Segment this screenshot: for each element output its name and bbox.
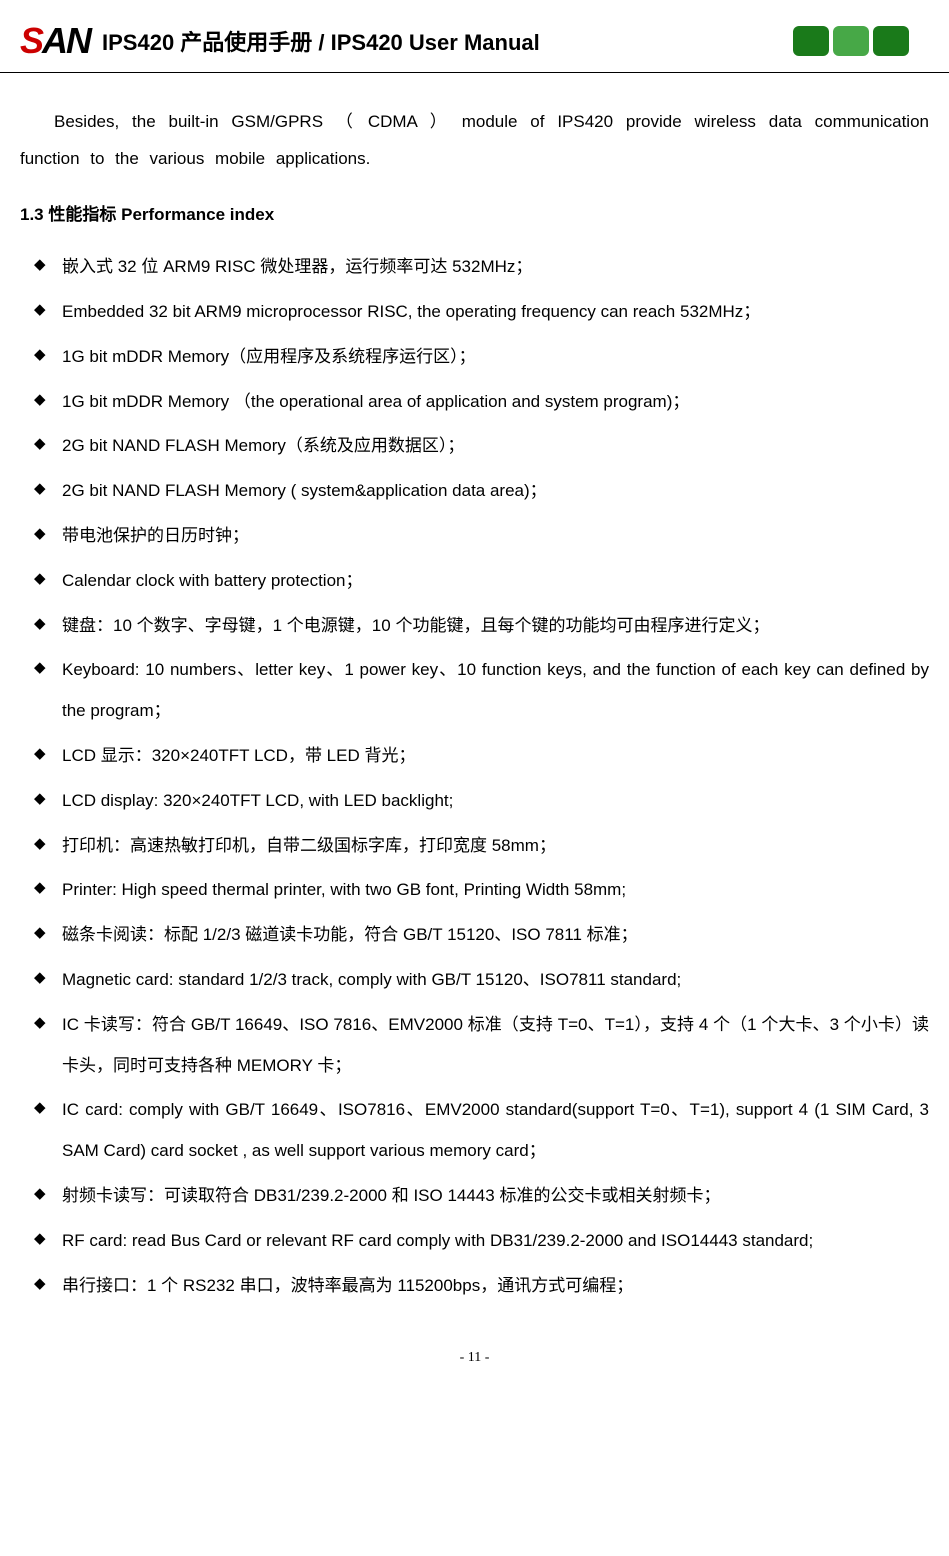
section-title-cn: 性能指标 [48,205,116,224]
list-item: 2G bit NAND FLASH Memory ( system&applic… [34,471,929,512]
list-item: Keyboard: 10 numbers、letter key、1 power … [34,650,929,732]
list-item: Printer: High speed thermal printer, wit… [34,870,929,911]
list-item: Embedded 32 bit ARM9 microprocessor RISC… [34,292,929,333]
list-item: RF card: read Bus Card or relevant RF ca… [34,1221,929,1262]
document-title: IPS420 产品使用手册 / IPS420 User Manual [102,25,540,57]
list-item: LCD 显示：320×240TFT LCD，带 LED 背光； [34,736,929,777]
list-item: Magnetic card: standard 1/2/3 track, com… [34,960,929,1001]
list-item: 1G bit mDDR Memory （the operational area… [34,382,929,423]
color-box-2 [833,26,869,56]
page-header: SAN IPS420 产品使用手册 / IPS420 User Manual [0,0,949,73]
color-box-1 [793,26,829,56]
list-item: 2G bit NAND FLASH Memory（系统及应用数据区）； [34,426,929,467]
section-heading: 1.3 性能指标 Performance index [20,196,929,233]
logo-text: SAN [20,20,90,62]
list-item: LCD display: 320×240TFT LCD, with LED ba… [34,781,929,822]
list-item: 串行接口：1 个 RS232 串口，波特率最高为 115200bps，通讯方式可… [34,1266,929,1307]
list-item: 带电池保护的日历时钟； [34,516,929,557]
section-title-en: Performance index [121,205,274,224]
list-item: IC 卡读写：符合 GB/T 16649、ISO 7816、EMV2000 标准… [34,1005,929,1087]
brand-logo: SAN [20,20,90,62]
logo-letter-rest: AN [42,20,90,61]
header-left: SAN IPS420 产品使用手册 / IPS420 User Manual [20,20,540,62]
page-footer: - 11 - [0,1330,949,1386]
logo-letter-s: S [20,20,42,61]
header-color-boxes [793,26,909,56]
list-item: 嵌入式 32 位 ARM9 RISC 微处理器，运行频率可达 532MHz； [34,247,929,288]
intro-paragraph: Besides, the built-in GSM/GPRS （ CDMA ） … [20,103,929,178]
list-item: 磁条卡阅读：标配 1/2/3 磁道读卡功能，符合 GB/T 15120、ISO … [34,915,929,956]
color-box-3 [873,26,909,56]
list-item: Calendar clock with battery protection； [34,561,929,602]
page-content: Besides, the built-in GSM/GPRS （ CDMA ） … [0,73,949,1330]
list-item: IC card: comply with GB/T 16649、ISO7816、… [34,1090,929,1172]
list-item: 射频卡读写：可读取符合 DB31/239.2-2000 和 ISO 14443 … [34,1176,929,1217]
list-item: 1G bit mDDR Memory（应用程序及系统程序运行区）； [34,337,929,378]
section-number: 1.3 [20,205,44,224]
list-item: 键盘：10 个数字、字母键，1 个电源键，10 个功能键，且每个键的功能均可由程… [34,606,929,647]
spec-list: 嵌入式 32 位 ARM9 RISC 微处理器，运行频率可达 532MHz； E… [20,247,929,1306]
list-item: 打印机：高速热敏打印机，自带二级国标字库，打印宽度 58mm； [34,826,929,867]
